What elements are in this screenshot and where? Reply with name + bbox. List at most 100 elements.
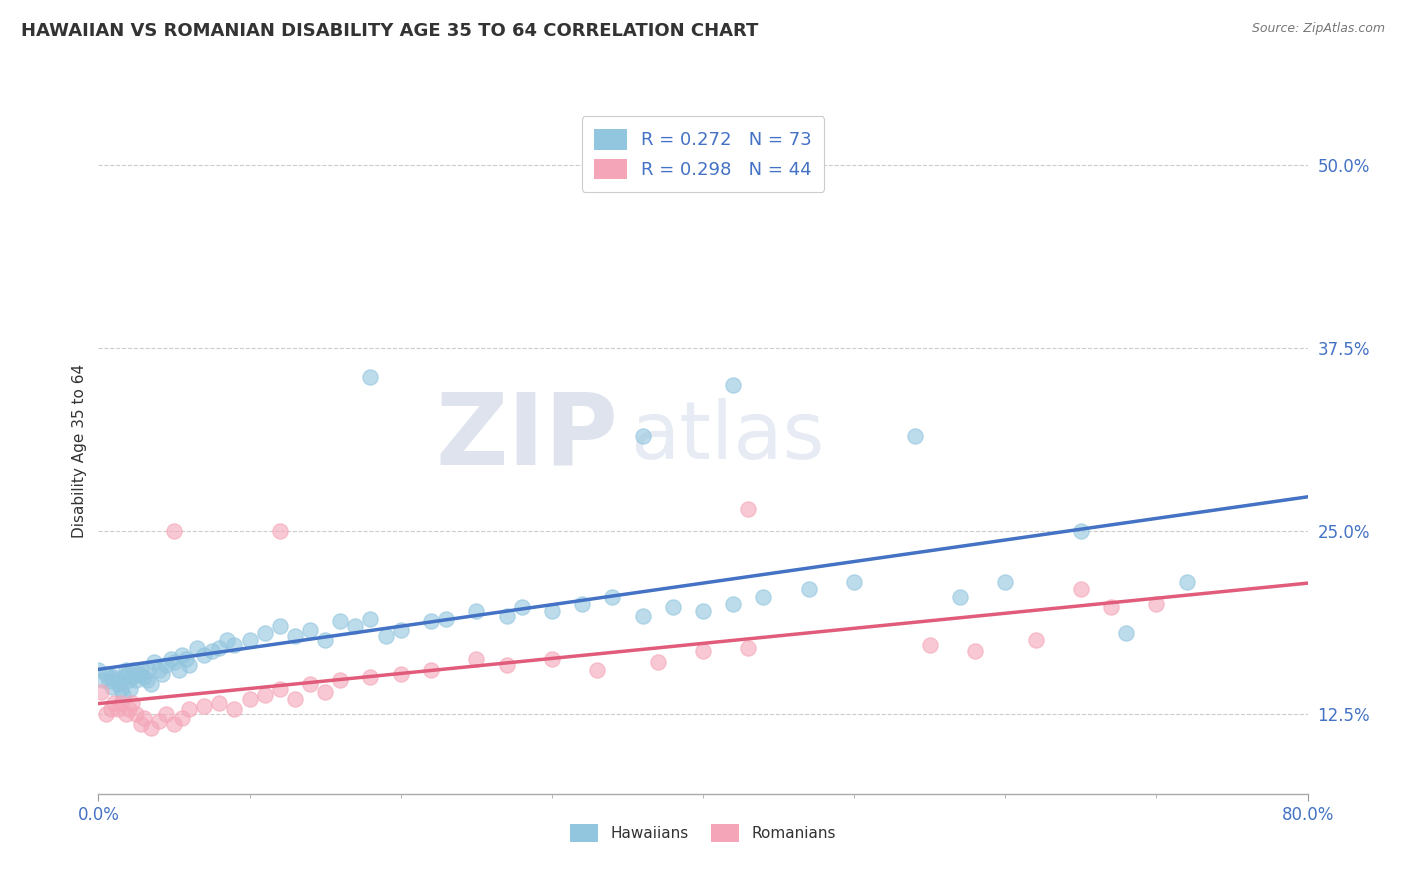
Point xyxy=(103,670,125,684)
Point xyxy=(155,658,177,673)
Point xyxy=(586,663,609,677)
Point xyxy=(723,377,745,392)
Point xyxy=(253,688,276,702)
Point xyxy=(179,702,201,716)
Point xyxy=(389,667,412,681)
Point xyxy=(224,702,246,716)
Point xyxy=(170,711,193,725)
Point xyxy=(752,590,775,604)
Point xyxy=(284,692,307,706)
Point xyxy=(103,696,125,710)
Text: HAWAIIAN VS ROMANIAN DISABILITY AGE 35 TO 64 CORRELATION CHART: HAWAIIAN VS ROMANIAN DISABILITY AGE 35 T… xyxy=(21,22,758,40)
Point xyxy=(87,663,110,677)
Point xyxy=(135,673,157,687)
Point xyxy=(314,633,336,648)
Point xyxy=(101,680,124,694)
Text: Source: ZipAtlas.com: Source: ZipAtlas.com xyxy=(1251,22,1385,36)
Point xyxy=(132,711,155,725)
Point xyxy=(224,638,246,652)
Point xyxy=(90,684,112,698)
Point xyxy=(170,648,193,662)
Point xyxy=(179,658,201,673)
Point xyxy=(360,370,382,384)
Point xyxy=(201,643,224,657)
Point xyxy=(114,663,136,677)
Point xyxy=(737,502,759,516)
Point xyxy=(125,673,148,687)
Point xyxy=(495,658,517,673)
Point xyxy=(510,599,533,614)
Point xyxy=(141,677,163,691)
Point xyxy=(631,429,654,443)
Point xyxy=(129,663,152,677)
Point xyxy=(631,608,654,623)
Point xyxy=(128,667,150,681)
Point xyxy=(329,673,352,687)
Point xyxy=(1070,524,1092,538)
Point xyxy=(112,670,135,684)
Point xyxy=(540,604,562,618)
Point xyxy=(1144,597,1167,611)
Point xyxy=(111,688,134,702)
Point xyxy=(121,696,143,710)
Point xyxy=(155,706,177,721)
Point xyxy=(239,633,262,648)
Point xyxy=(844,574,866,589)
Point xyxy=(540,652,562,666)
Point xyxy=(94,706,117,721)
Point xyxy=(208,640,231,655)
Point xyxy=(110,696,132,710)
Point xyxy=(299,677,322,691)
Point xyxy=(797,582,820,597)
Point xyxy=(284,629,307,643)
Y-axis label: Disability Age 35 to 64: Disability Age 35 to 64 xyxy=(72,363,87,538)
Point xyxy=(965,643,987,657)
Point xyxy=(495,608,517,623)
Point xyxy=(125,706,148,721)
Point xyxy=(949,590,972,604)
Point xyxy=(692,604,714,618)
Point xyxy=(129,716,152,731)
Point xyxy=(105,673,128,687)
Point xyxy=(110,681,132,696)
Point xyxy=(314,684,336,698)
Point xyxy=(163,524,186,538)
Point xyxy=(148,663,170,677)
Point xyxy=(118,673,141,687)
Point xyxy=(160,652,183,666)
Point xyxy=(465,604,488,618)
Point xyxy=(360,611,382,625)
Point xyxy=(91,673,114,687)
Point xyxy=(692,643,714,657)
Point xyxy=(1099,599,1122,614)
Point xyxy=(174,652,197,666)
Point xyxy=(118,702,141,716)
Point xyxy=(208,696,231,710)
Point xyxy=(239,692,262,706)
Point xyxy=(918,638,941,652)
Point xyxy=(94,667,117,681)
Point xyxy=(107,702,129,716)
Point xyxy=(420,615,443,629)
Point xyxy=(344,619,367,633)
Point xyxy=(661,599,683,614)
Point xyxy=(269,524,291,538)
Point xyxy=(299,624,322,638)
Point xyxy=(465,652,488,666)
Point xyxy=(994,574,1017,589)
Point xyxy=(723,597,745,611)
Point xyxy=(1115,626,1137,640)
Point xyxy=(114,706,136,721)
Text: atlas: atlas xyxy=(630,398,825,475)
Point xyxy=(389,624,412,638)
Point xyxy=(904,429,927,443)
Point xyxy=(98,674,121,689)
Point xyxy=(148,714,170,728)
Point xyxy=(163,656,186,670)
Point xyxy=(1070,582,1092,597)
Point xyxy=(141,721,163,735)
Point xyxy=(360,670,382,684)
Point xyxy=(115,667,138,681)
Point xyxy=(132,670,155,684)
Point xyxy=(100,670,122,684)
